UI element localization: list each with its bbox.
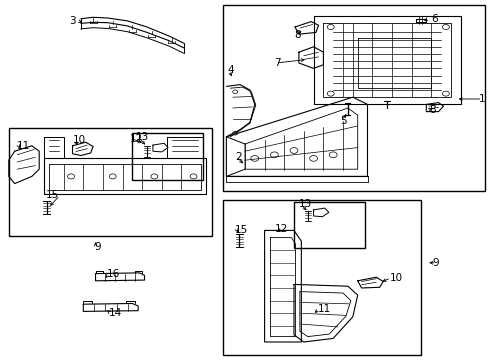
Text: 4: 4 [228, 65, 235, 75]
Text: 9: 9 [432, 258, 439, 268]
Text: 5: 5 [341, 116, 347, 126]
Bar [9, 128, 212, 236]
Text: 8: 8 [429, 105, 436, 115]
Bar [294, 202, 365, 248]
Text: 2: 2 [235, 152, 242, 162]
Text: 11: 11 [17, 141, 30, 151]
Text: 9: 9 [95, 242, 101, 252]
Text: 1: 1 [478, 94, 485, 104]
Text: 13: 13 [136, 132, 149, 142]
Text: 15: 15 [235, 225, 248, 235]
Text: 6: 6 [431, 14, 438, 24]
Text: 3: 3 [69, 16, 76, 26]
Text: 12: 12 [130, 134, 143, 144]
Text: 12: 12 [274, 224, 288, 234]
Bar [132, 133, 203, 180]
Text: 13: 13 [299, 199, 312, 210]
Bar [223, 5, 485, 191]
Text: 8: 8 [294, 30, 301, 40]
Text: 14: 14 [109, 308, 122, 318]
Text: 11: 11 [318, 304, 331, 314]
Text: 15: 15 [46, 190, 59, 201]
Text: 16: 16 [107, 269, 120, 279]
Bar [223, 200, 421, 355]
Text: 10: 10 [73, 135, 86, 145]
Text: 7: 7 [274, 58, 281, 68]
Text: 10: 10 [390, 273, 403, 283]
